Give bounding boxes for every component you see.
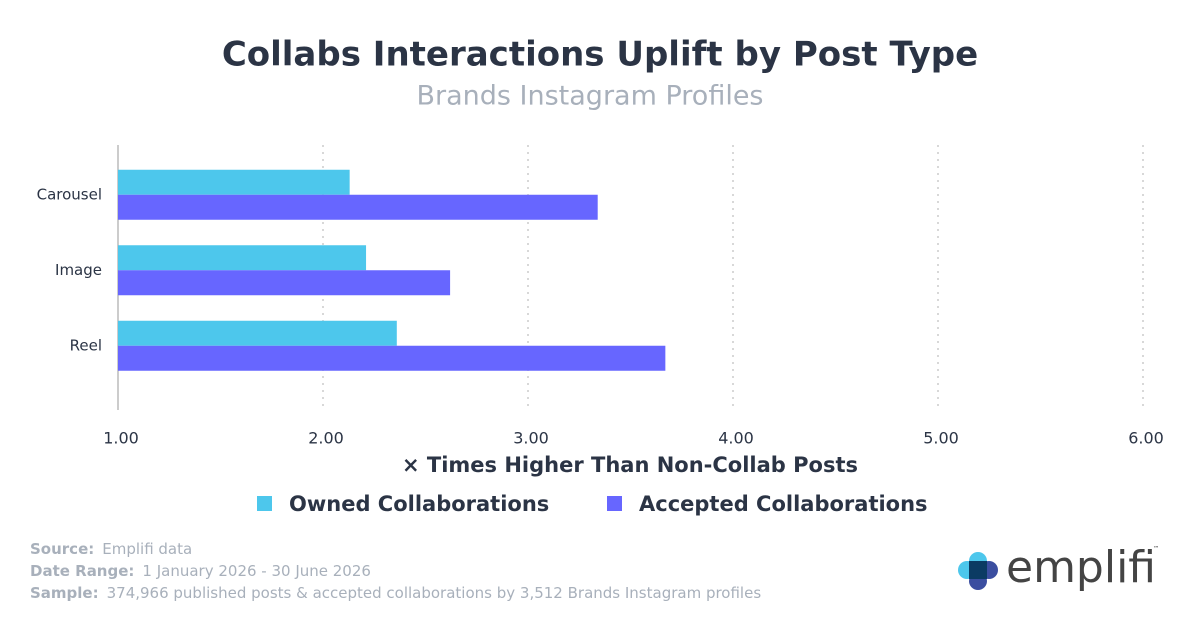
footer-text: Emplifi data (102, 540, 193, 558)
x-axis-title: × Times Higher Than Non-Collab Posts (402, 453, 858, 477)
footer-label: Sample: (30, 584, 99, 602)
x-tick-label: 1.00 (103, 429, 139, 448)
footer-label: Date Range: (30, 562, 135, 580)
y-tick-label: Image (55, 261, 102, 279)
legend-swatch (607, 496, 622, 511)
footer-line: Source: Emplifi data (30, 538, 761, 560)
logo-shape (969, 561, 987, 579)
footer-text: 1 January 2026 - 30 June 2026 (142, 562, 371, 580)
logo: emplifi ™ (958, 542, 1159, 593)
bar (118, 194, 598, 220)
bar (118, 245, 367, 271)
footer-line: Date Range: 1 January 2026 - 30 June 2026 (30, 560, 761, 582)
footer: Source: Emplifi data Date Range: 1 January… (30, 538, 761, 604)
bar (118, 270, 451, 296)
chart-title: Collabs Interactions Uplift by Post Type (222, 35, 978, 75)
footer-line: Sample: 374,966 published posts & accepte… (30, 582, 761, 604)
legend-label: Owned Collaborations (289, 492, 549, 516)
x-tick-label: 2.00 (308, 429, 344, 448)
footer-label: Source: (30, 540, 95, 558)
legend-label: Accepted Collaborations (639, 492, 928, 516)
chart-subtitle: Brands Instagram Profiles (416, 81, 763, 112)
x-tick-label: 5.00 (923, 429, 959, 448)
y-tick-label: Carousel (37, 185, 102, 203)
logo-trademark: ™ (1153, 546, 1159, 553)
x-tick-label: 3.00 (513, 429, 549, 448)
legend-swatch (257, 496, 272, 511)
y-tick-label: Reel (70, 336, 102, 354)
x-tick-label: 4.00 (718, 429, 754, 448)
logo-text: emplifi (1006, 542, 1156, 593)
x-tick-label: 6.00 (1128, 429, 1164, 448)
bar (118, 345, 666, 371)
bar (118, 169, 350, 195)
bar (118, 320, 397, 346)
footer-text: 374,966 published posts & accepted colla… (106, 584, 762, 602)
